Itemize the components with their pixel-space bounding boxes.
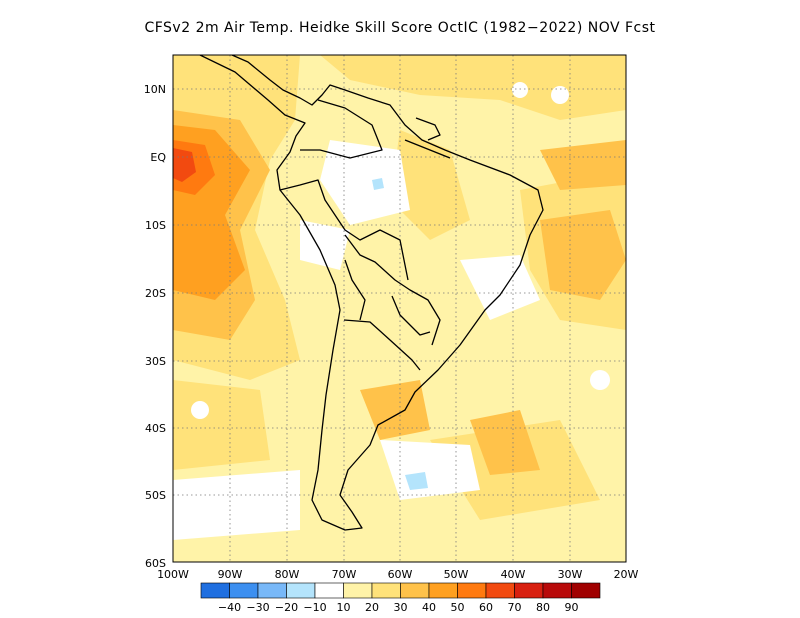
colorbar-swatch (343, 582, 373, 599)
map-title: CFSv2 2m Air Temp. Heidke Skill Score Oc… (144, 20, 656, 36)
colorbar-tick-label: 40 (422, 601, 436, 614)
colorbar-tick-label: 80 (536, 601, 550, 614)
plot-frame (172, 54, 627, 563)
lat-label-30s: 30S (145, 355, 166, 368)
longitude-labels: 100W 90W 80W 70W 60W 50W 40W 30W 20W (157, 568, 638, 581)
colorbar-tick-label: −40 (218, 601, 241, 614)
latitude-labels: 10N EQ 10S 20S 30S 40S 50S 60S (144, 83, 167, 570)
colorbar-tick-label: 10 (337, 601, 351, 614)
lat-label-10s: 10S (145, 219, 166, 232)
colorbar (200, 582, 601, 599)
colorbar-swatch (485, 582, 515, 599)
colorbar-tick-label: 50 (451, 601, 465, 614)
colorbar-swatch (257, 582, 287, 599)
skill-field (173, 55, 626, 562)
lat-label-40s: 40S (145, 422, 166, 435)
lon-label-70w: 70W (332, 568, 357, 581)
colorbar-tick-label: 70 (508, 601, 522, 614)
lat-label-60s: 60S (145, 557, 166, 570)
lat-label-50s: 50S (145, 489, 166, 502)
colorbar-swatch (400, 582, 430, 599)
coastlines (199, 55, 544, 531)
colorbar-swatch (514, 582, 544, 599)
colorbar-tick-label: −20 (275, 601, 298, 614)
colorbar-tick-label: 60 (479, 601, 493, 614)
colorbar-swatch (286, 582, 316, 599)
lat-label-10n: 10N (144, 83, 166, 96)
lon-label-30w: 30W (558, 568, 583, 581)
lon-label-100w: 100W (157, 568, 189, 581)
colorbar-tick-label: 30 (394, 601, 408, 614)
lon-label-80w: 80W (275, 568, 300, 581)
colorbar-tick-label: −30 (246, 601, 269, 614)
colorbar-swatch (229, 582, 259, 599)
lon-label-90w: 90W (218, 568, 243, 581)
colorbar-swatch (371, 582, 401, 599)
colorbar-tick-label: 90 (565, 601, 579, 614)
colorbar-swatch (457, 582, 487, 599)
lat-label-eq: EQ (150, 151, 166, 164)
colorbar-labels: −40 −30 −20 −10 10 20 30 40 50 60 70 80 90 (218, 601, 579, 614)
colorbar-tick-label: 20 (365, 601, 379, 614)
colorbar-swatch (428, 582, 458, 599)
lon-label-20w: 20W (614, 568, 639, 581)
lon-label-60w: 60W (388, 568, 413, 581)
lon-label-50w: 50W (444, 568, 469, 581)
gridlines (173, 55, 626, 562)
lat-label-20s: 20S (145, 287, 166, 300)
colorbar-swatch (200, 582, 230, 599)
colorbar-swatch (542, 582, 572, 599)
colorbar-swatch (571, 582, 601, 599)
lon-label-40w: 40W (501, 568, 526, 581)
colorbar-tick-label: −10 (303, 601, 326, 614)
colorbar-swatch (314, 582, 344, 599)
